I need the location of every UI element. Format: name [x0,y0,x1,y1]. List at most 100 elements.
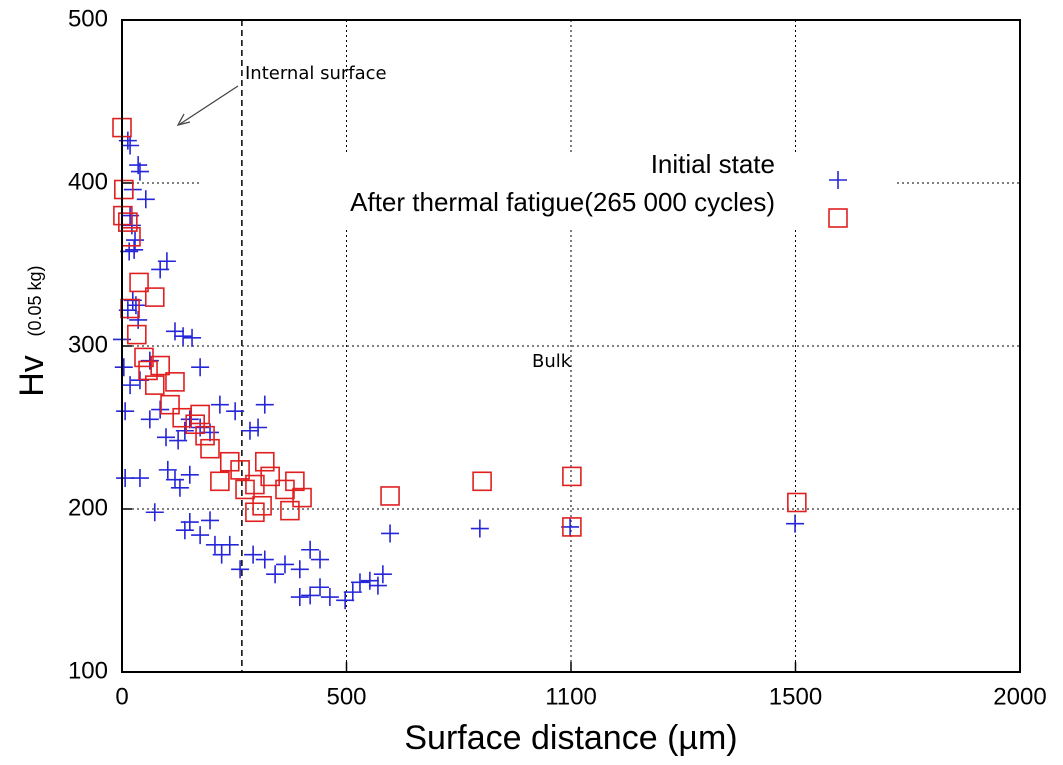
plus-marker [368,576,387,595]
plus-marker [336,591,355,610]
plus-marker [210,395,229,414]
plus-marker [116,402,135,421]
square-marker [280,500,300,521]
plus-marker [158,460,177,479]
square-marker [472,471,492,492]
square-marker [380,486,400,506]
plus-marker [165,470,184,489]
plus-marker [140,410,159,429]
square-marker [254,451,275,472]
square-marker [160,394,180,415]
square-marker [195,425,215,446]
plus-marker [255,395,274,414]
square-marker [245,474,265,495]
square-marker [165,372,185,392]
plus-marker [266,565,285,584]
y-tick-label: 200 [68,494,108,521]
x-axis-title: Surface distance (µm) [404,719,737,757]
plus-marker [151,400,170,419]
plus-marker [121,376,140,395]
y-tick-label: 400 [68,168,108,195]
plus-marker [244,545,263,564]
plus-marker [301,540,320,559]
plus-marker [231,560,250,579]
plus-marker [130,162,149,181]
square-marker [200,438,220,459]
square-marker [562,466,582,487]
square-marker [252,495,272,516]
square-marker [245,502,265,523]
plus-marker [381,524,400,543]
plus-marker [114,358,133,377]
marks [112,20,807,672]
square-marker [144,287,165,307]
legend-box [200,152,895,228]
plus-marker [125,240,144,259]
plus-marker [290,588,309,607]
annotation-arrow [179,85,239,125]
plus-marker [121,136,140,155]
plus-marker [201,511,220,530]
plus-marker [311,578,330,597]
square-marker [292,487,312,508]
plus-marker [180,465,199,484]
y-tick-label: 500 [68,5,108,32]
plus-marker [275,555,294,574]
y-tick-label: 100 [68,657,108,684]
plus-marker [470,519,489,538]
plus-marker [320,588,339,607]
square-marker [127,324,147,345]
x-tick-label: 1500 [769,683,822,710]
plus-marker [191,358,210,377]
annotation-arrowhead [176,113,191,126]
x-tick-label: 500 [326,683,366,710]
plus-marker [175,521,194,540]
square-marker [260,466,280,487]
plus-marker [829,171,847,189]
plus-marker [255,550,274,569]
square-marker [113,179,134,200]
plus-marker [165,322,184,341]
plus-marker [240,421,259,440]
square-marker [210,471,230,492]
legend: Initial state After thermal fatigue(265 0… [350,149,848,228]
plus-marker [343,583,362,602]
square-marker [285,471,305,492]
square-marker [275,479,295,500]
plus-marker [249,418,268,437]
square-marker [134,347,154,368]
plus-marker [350,573,369,592]
plus-marker [311,550,330,569]
plus-marker [180,513,199,532]
square-marker [828,208,848,228]
plus-marker [301,586,320,605]
plus-marker [136,190,155,209]
plus-marker [116,469,135,488]
plus-marker [561,517,580,536]
grid [122,20,1020,672]
square-marker [219,451,240,472]
plus-marker [191,526,210,545]
y-axis-title: Hv [13,355,51,397]
square-marker [138,360,158,381]
plus-marker [360,571,379,590]
plus-marker [290,560,309,579]
legend-label: After thermal fatigue(265 000 cycles) [350,187,775,217]
x-tick-label: 1100 [545,683,597,710]
plus-marker [373,565,392,584]
square-marker [118,212,138,232]
plus-marker [786,514,805,533]
square-marker [129,272,149,293]
y-tick-label: 300 [68,331,108,358]
plus-marker [226,402,245,421]
annotation-bulk: Bulk [532,351,572,372]
square-marker [787,492,807,513]
square-marker [562,517,582,537]
plus-marker [170,478,189,497]
x-tick-label: 0 [115,683,128,710]
square-marker [144,375,165,395]
square-marker [230,460,250,480]
square-marker [150,355,170,376]
